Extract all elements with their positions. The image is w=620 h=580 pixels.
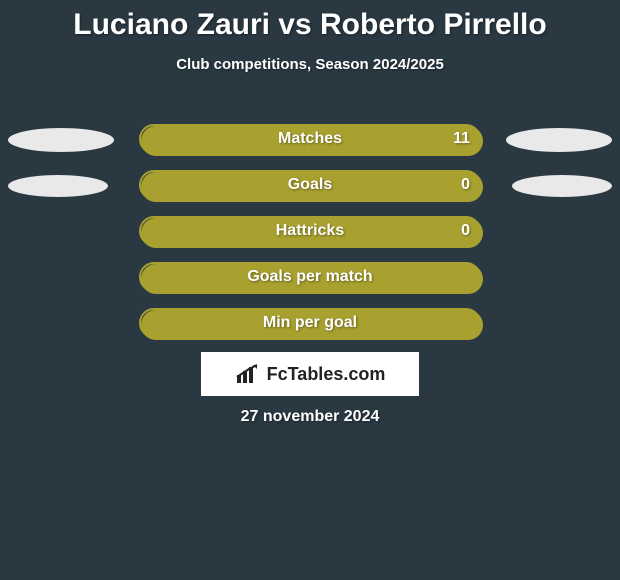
bar-value: 0 bbox=[461, 176, 470, 194]
bar-track bbox=[139, 124, 481, 154]
bar-value: 11 bbox=[453, 130, 470, 148]
stat-row: Goals per match bbox=[0, 260, 620, 306]
player-left-ellipse bbox=[8, 128, 114, 152]
logo-text: FcTables.com bbox=[267, 364, 386, 385]
bar-fill bbox=[141, 172, 483, 202]
bar-fill bbox=[141, 264, 483, 294]
date-label: 27 november 2024 bbox=[0, 408, 620, 426]
stat-row: Goals0 bbox=[0, 168, 620, 214]
stat-row: Hattricks0 bbox=[0, 214, 620, 260]
player-right-ellipse bbox=[506, 128, 612, 152]
bar-fill bbox=[141, 310, 483, 340]
player-right-ellipse bbox=[512, 175, 612, 197]
stats-rows: Matches11Goals0Hattricks0Goals per match… bbox=[0, 122, 620, 352]
bar-track bbox=[139, 216, 481, 246]
bar-value: 0 bbox=[461, 222, 470, 240]
bar-fill bbox=[141, 126, 483, 156]
bar-track bbox=[139, 170, 481, 200]
player-left-ellipse bbox=[8, 175, 108, 197]
chart-icon bbox=[235, 363, 261, 385]
bar-fill bbox=[141, 218, 483, 248]
stat-row: Matches11 bbox=[0, 122, 620, 168]
bar-track bbox=[139, 308, 481, 338]
site-logo: FcTables.com bbox=[201, 352, 419, 396]
bar-track bbox=[139, 262, 481, 292]
page-subtitle: Club competitions, Season 2024/2025 bbox=[0, 56, 620, 73]
page-title: Luciano Zauri vs Roberto Pirrello bbox=[0, 0, 620, 42]
stat-row: Min per goal bbox=[0, 306, 620, 352]
